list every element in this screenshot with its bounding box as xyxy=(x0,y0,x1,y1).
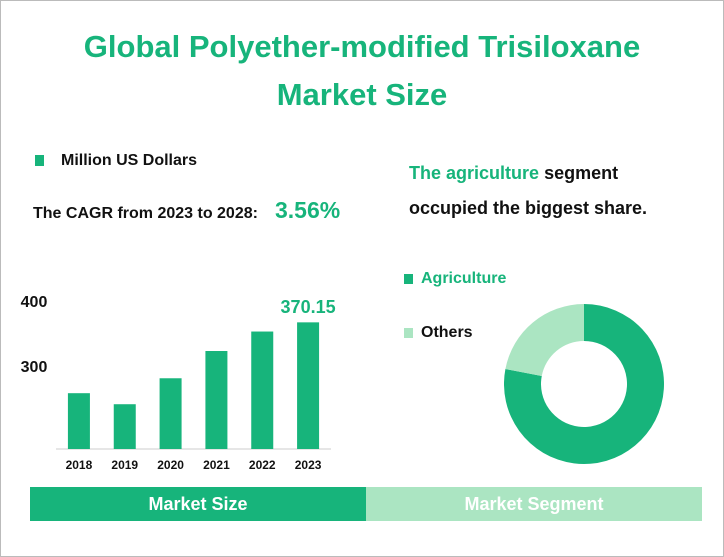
bar xyxy=(159,378,182,449)
tab-market-segment[interactable] xyxy=(366,487,702,521)
insight-word: The xyxy=(409,163,441,183)
tab-label[interactable]: Market Size xyxy=(148,494,247,514)
cagr-value: 3.56% xyxy=(275,197,340,223)
y-tick-label: 300 xyxy=(21,359,48,376)
x-tick-label: 2019 xyxy=(111,458,138,472)
insight-word: segment xyxy=(544,163,618,183)
title: Global Polyether-modified Trisiloxane xyxy=(84,29,640,64)
tab-label[interactable]: Market Segment xyxy=(464,494,603,514)
pie-slice xyxy=(505,304,584,376)
x-tick-label: 2018 xyxy=(66,458,93,472)
legend-swatch xyxy=(404,274,413,284)
x-tick-label: 2021 xyxy=(203,458,230,472)
bar xyxy=(297,322,320,449)
tab-market-size[interactable] xyxy=(30,487,366,521)
pie-slice xyxy=(503,304,664,465)
legend-label: Million US Dollars xyxy=(61,152,197,169)
cagr-text: The CAGR from 2023 to 2028: xyxy=(33,205,258,222)
data-label: 370.15 xyxy=(281,297,336,317)
bar xyxy=(205,351,228,449)
legend-swatch xyxy=(404,328,413,338)
x-tick-label: 2023 xyxy=(295,458,322,472)
bar xyxy=(251,331,274,449)
bar xyxy=(67,393,90,449)
legend-label: Agriculture xyxy=(421,270,506,287)
title: Market Size xyxy=(277,77,448,112)
x-tick-label: 2022 xyxy=(249,458,276,472)
legend-swatch xyxy=(35,155,44,166)
insight-highlight: agriculture xyxy=(446,163,539,183)
x-tick-label: 2020 xyxy=(157,458,184,472)
legend-label: Others xyxy=(421,324,473,341)
insight: The agriculture segment xyxy=(409,163,618,183)
y-tick-label: 400 xyxy=(21,294,48,311)
bar xyxy=(113,404,136,449)
insight: occupied the biggest share. xyxy=(409,198,647,218)
